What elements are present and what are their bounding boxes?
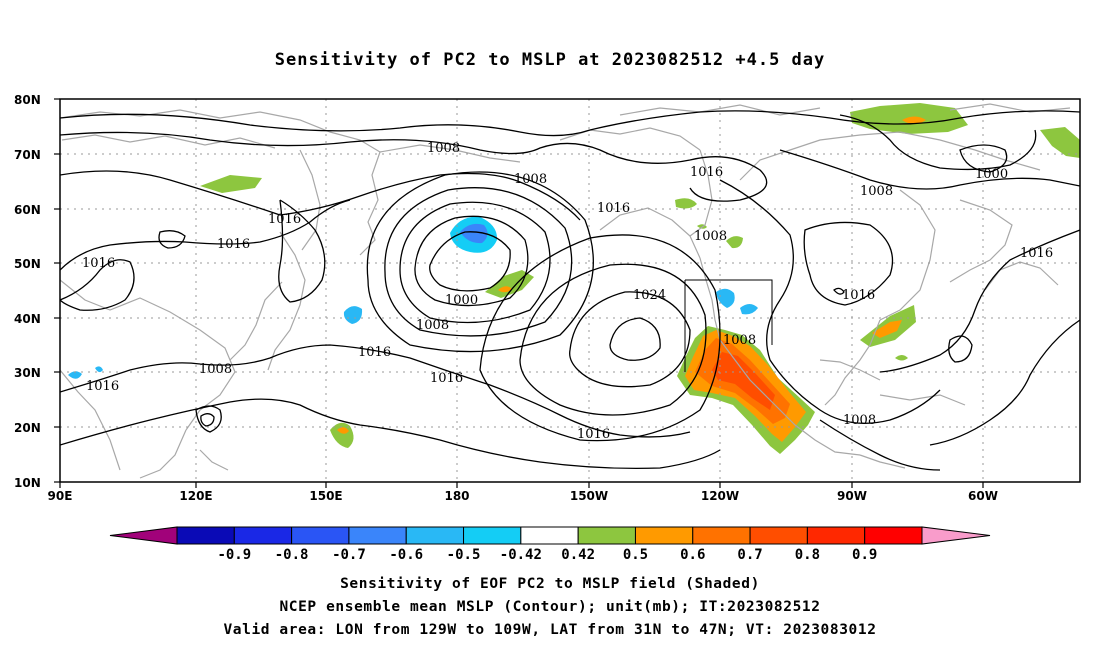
lon-tick-label: 120E bbox=[179, 489, 212, 503]
contour-label: 1008 bbox=[514, 172, 547, 187]
contour-label: 1008 bbox=[694, 229, 727, 244]
positive-shade bbox=[1040, 127, 1080, 158]
contour-label: 1008 bbox=[199, 362, 232, 377]
gridlines bbox=[60, 99, 1080, 482]
contour-label: 1016 bbox=[358, 345, 391, 360]
negative-shade bbox=[740, 304, 758, 315]
contour-label: 1016 bbox=[597, 201, 630, 216]
contour-label: 1016 bbox=[1020, 246, 1053, 261]
caption-line-3: Valid area: LON from 129W to 109W, LAT f… bbox=[223, 622, 877, 638]
lon-tick-label: 150W bbox=[570, 489, 608, 503]
colorbar-swatch bbox=[463, 526, 522, 545]
contour-label: 1008 bbox=[427, 141, 460, 156]
colorbar-swatch bbox=[291, 526, 350, 545]
contour-labels: 1008 1008 1016 1016 1016 1016 1000 1008 … bbox=[82, 141, 1053, 442]
lat-tick-label: 10N bbox=[14, 476, 41, 490]
colorbar-swatch bbox=[749, 526, 808, 545]
colorbar-swatch bbox=[692, 526, 751, 545]
lat-tick-label: 60N bbox=[14, 203, 41, 217]
lat-axis-labels: 80N 70N 60N 50N 40N 30N 20N 10N bbox=[14, 93, 41, 490]
colorbar-min-arrow bbox=[109, 526, 178, 545]
contour-label: 1016 bbox=[430, 371, 463, 386]
positive-shade bbox=[895, 355, 908, 361]
caption-line-2: NCEP ensemble mean MSLP (Contour); unit(… bbox=[279, 599, 821, 615]
colorbar-swatch bbox=[634, 526, 694, 545]
negative-shade bbox=[68, 371, 82, 379]
colorbar-swatch bbox=[348, 526, 407, 545]
colorbar-label: -0.7 bbox=[332, 547, 366, 563]
lon-tick-label: 90W bbox=[837, 489, 867, 503]
colorbar-label: -0.42 bbox=[500, 547, 542, 563]
tick-marks bbox=[54, 98, 984, 488]
negative-shade bbox=[460, 223, 488, 244]
positive-shade bbox=[872, 320, 902, 338]
positive-shade bbox=[902, 116, 926, 124]
positive-shade bbox=[200, 175, 262, 193]
lat-tick-label: 30N bbox=[14, 366, 41, 380]
contour-label: 1016 bbox=[82, 256, 115, 271]
positive-shade bbox=[726, 236, 743, 249]
lon-tick-label: 120W bbox=[701, 489, 739, 503]
positive-shade bbox=[330, 422, 354, 448]
lon-tick-label: 60W bbox=[968, 489, 998, 503]
contour-label: 1016 bbox=[690, 165, 723, 180]
contour-label: 1000 bbox=[975, 167, 1008, 182]
negative-shade bbox=[343, 306, 363, 324]
valid-area-box bbox=[684, 279, 773, 372]
lat-tick-label: 40N bbox=[14, 312, 41, 326]
map-frame bbox=[59, 98, 1081, 483]
contour-label: 1008 bbox=[723, 333, 756, 348]
colorbar-label: -0.9 bbox=[217, 547, 251, 563]
lon-tick-label: 150E bbox=[309, 489, 342, 503]
lon-tick-label: 180 bbox=[444, 489, 469, 503]
colorbar-label: -0.8 bbox=[275, 547, 309, 563]
caption-line-1: Sensitivity of EOF PC2 to MSLP field (Sh… bbox=[340, 576, 760, 592]
colorbar-swatch bbox=[864, 526, 923, 545]
colorbar-swatch bbox=[520, 526, 579, 545]
colorbar-label: 0.42 bbox=[561, 547, 595, 563]
contour-label: 1024 bbox=[633, 288, 666, 303]
positive-shade bbox=[485, 270, 534, 298]
colorbar-swatch bbox=[577, 526, 636, 545]
lat-tick-label: 20N bbox=[14, 421, 41, 435]
positive-shade bbox=[498, 286, 512, 293]
contour-label: 1008 bbox=[416, 318, 449, 333]
contour-label: 1016 bbox=[268, 212, 301, 227]
colorbar-label: 0.8 bbox=[795, 547, 820, 563]
lon-axis-labels: 90E 120E 150E 180 150W 120W 90W 60W bbox=[48, 489, 998, 503]
positive-shade bbox=[675, 198, 697, 209]
lon-tick-label: 90E bbox=[48, 489, 73, 503]
colorbar-swatch bbox=[405, 526, 465, 545]
contour-label: 1016 bbox=[217, 237, 250, 252]
contour-label: 1008 bbox=[860, 184, 893, 199]
contour-label: 1016 bbox=[86, 379, 119, 394]
colorbar-label: 0.7 bbox=[737, 547, 762, 563]
negative-shade bbox=[95, 366, 103, 373]
coastlines bbox=[60, 103, 1071, 479]
positive-shade bbox=[712, 352, 775, 410]
colorbar-label: -0.5 bbox=[447, 547, 481, 563]
colorbar-label: 0.6 bbox=[680, 547, 705, 563]
map-title: Sensitivity of PC2 to MSLP at 2023082512… bbox=[274, 50, 826, 70]
colorbar-swatch bbox=[806, 526, 866, 545]
lat-tick-label: 70N bbox=[14, 148, 41, 162]
lat-tick-label: 80N bbox=[14, 93, 41, 107]
contour-label: 1000 bbox=[445, 293, 478, 308]
colorbar-label: 0.5 bbox=[623, 547, 648, 563]
positive-shade bbox=[337, 427, 349, 434]
colorbar-swatch bbox=[233, 526, 293, 545]
colorbar-swatch bbox=[176, 526, 235, 545]
colorbar: -0.9 -0.8 -0.7 -0.6 -0.5 -0.42 0.42 0.5 0.6 0.7 0.… bbox=[109, 526, 991, 563]
colorbar-label: -0.6 bbox=[389, 547, 423, 563]
contour-label: 1016 bbox=[842, 288, 875, 303]
colorbar-max-arrow bbox=[921, 526, 991, 545]
contour-label: 1016 bbox=[577, 427, 610, 442]
mslp-contours bbox=[60, 110, 1080, 471]
negative-shade bbox=[716, 288, 735, 308]
contour-label: 1008 bbox=[843, 413, 876, 428]
colorbar-label: 0.9 bbox=[852, 547, 877, 563]
lat-tick-label: 50N bbox=[14, 257, 41, 271]
